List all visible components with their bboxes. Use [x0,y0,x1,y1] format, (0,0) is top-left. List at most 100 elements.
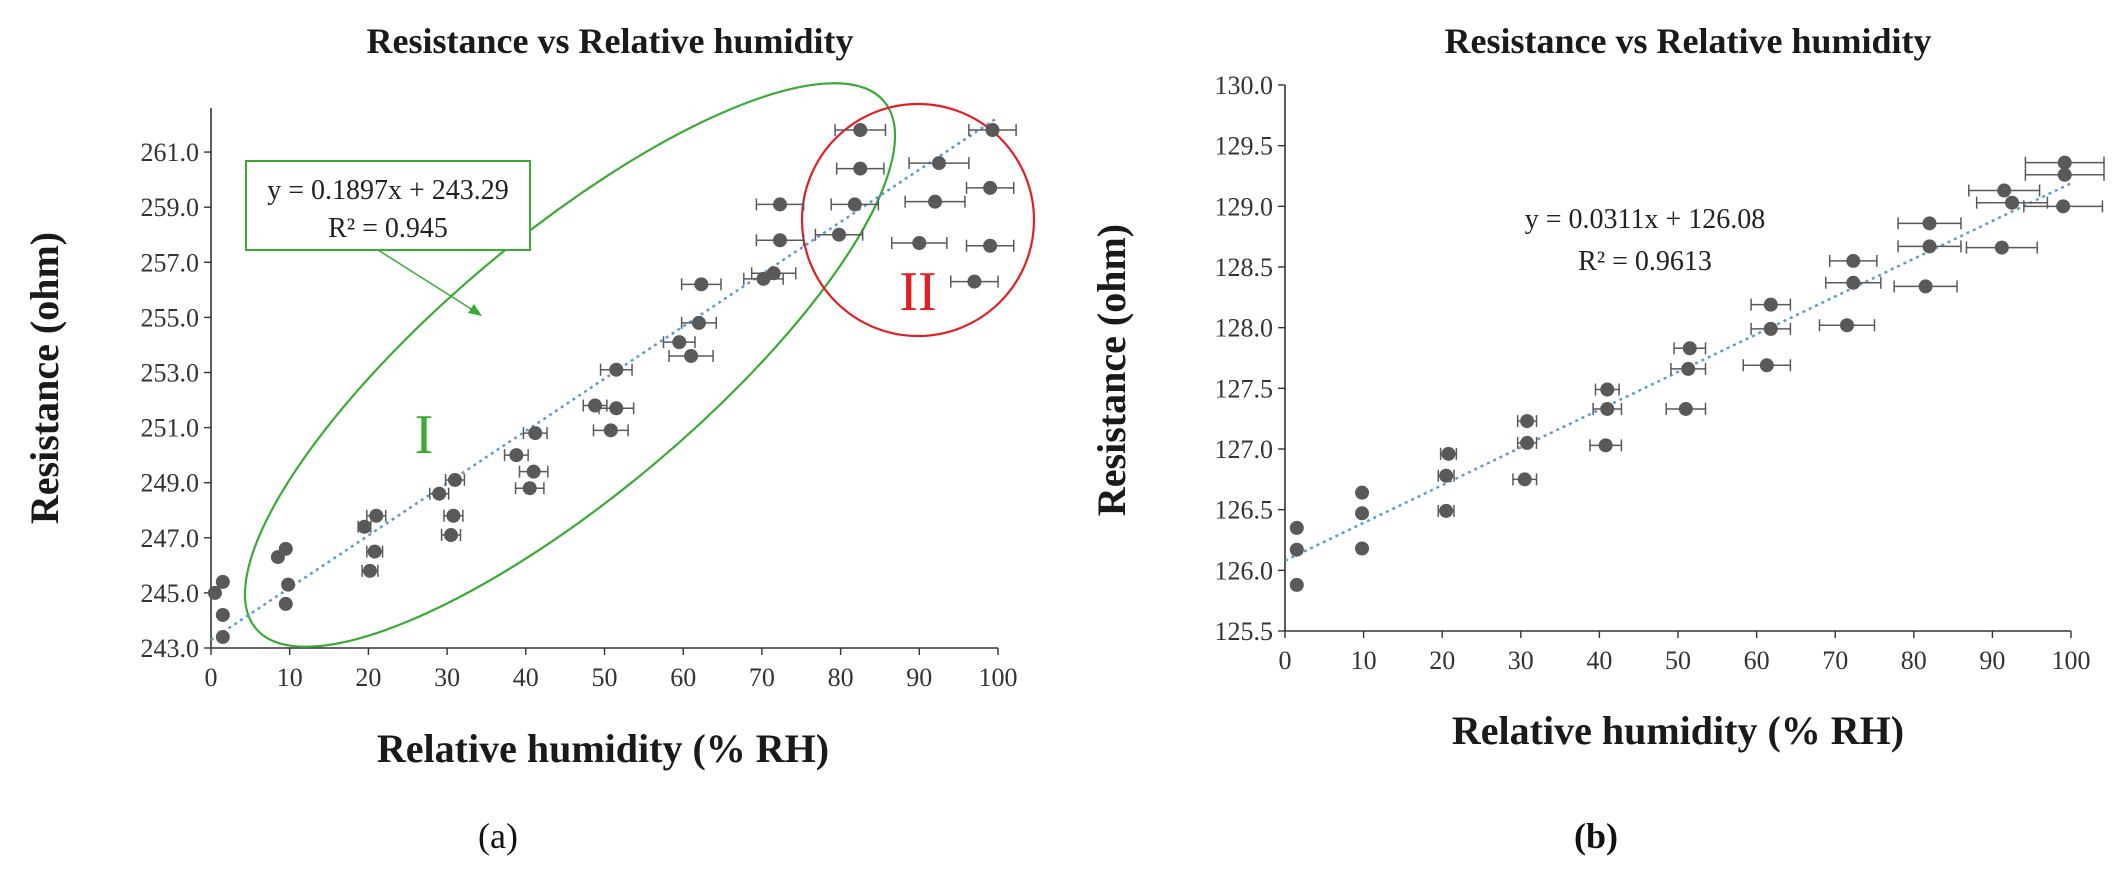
x-tick-label: 70 [749,663,775,692]
chart-b-points [1289,155,2105,592]
data-point [509,448,524,463]
data-point [1681,361,1696,376]
data-point [522,481,537,496]
chart-b-x-ticks: 0 10 20 30 40 50 60 70 80 90 100 [1279,631,2091,675]
data-point [1918,279,1933,294]
chart-b-y-ticks: 125.5 126.0 126.5 127.0 127.5 128.0 128.5 129.0… [1215,71,1285,646]
data-point [853,123,868,138]
x-tick-label: 60 [670,663,696,692]
data-point [1839,318,1854,333]
data-point [983,238,998,253]
x-tick-label: 20 [1429,646,1455,675]
data-point [1520,435,1535,450]
data-point [853,161,868,176]
data-point [367,544,382,559]
data-point [2005,195,2020,210]
data-point [1598,438,1613,453]
chart-a-equation: y = 0.1897x + 243.29 [267,175,509,206]
data-point [1759,358,1774,373]
chart-a: Resistance vs Relative humidity 243.0 245… [22,21,1036,856]
chart-b: Resistance vs Relative humidity 125.5 126… [1089,21,2105,856]
x-tick-label: 80 [828,663,854,692]
y-tick-label: 243.0 [141,634,200,663]
data-point [766,266,781,281]
panel-label-a: (a) [478,816,518,856]
data-point [773,197,788,212]
data-point [609,362,624,377]
data-point [1678,401,1693,416]
data-point [278,596,293,611]
y-tick-label: 126.5 [1215,496,1274,525]
data-point [912,236,927,250]
data-point [1682,341,1697,356]
data-point [928,194,943,209]
x-tick-label: 10 [277,663,303,692]
data-point [603,423,618,438]
y-tick-label: 126.0 [1215,556,1274,585]
data-point [215,607,230,622]
chart-a-x-label: Relative humidity (% RH) [377,726,829,771]
data-point [1846,253,1861,268]
y-tick-label: 261.0 [141,138,200,167]
x-tick-label: 100 [979,663,1018,692]
region-1-ellipse [243,82,897,648]
data-point [1994,240,2009,255]
data-point [756,271,771,286]
x-tick-label: 40 [1586,646,1612,675]
y-tick-label: 257.0 [141,248,200,277]
chart-a-r2: R² = 0.945 [328,213,448,244]
chart-a-points [207,123,1017,644]
data-point [1997,183,2012,198]
data-point [278,541,293,556]
chart-a-title: Resistance vs Relative humidity [367,21,854,61]
data-point [1355,506,1370,521]
x-tick-label: 20 [355,663,381,692]
panel-label-b: (b) [1574,816,1618,856]
data-point [983,180,998,195]
data-point [931,156,946,171]
y-tick-label: 128.0 [1215,314,1274,343]
chart-b-y-label: Resistance (ohm) [1089,224,1134,516]
x-tick-label: 100 [2052,646,2091,675]
chart-b-title: Resistance vs Relative humidity [1445,21,1932,61]
x-tick-label: 50 [1665,646,1691,675]
chart-b-equation: y = 0.0311x + 126.08 [1525,204,1766,235]
data-point [1600,382,1615,397]
data-point [1355,541,1370,556]
y-tick-label: 255.0 [141,303,200,332]
region-2-label: II [899,261,936,323]
y-tick-label: 127.0 [1215,435,1274,464]
data-point [528,426,543,441]
data-point [432,486,447,501]
chart-a-equation-pointer [377,249,477,313]
chart-a-y-label: Resistance (ohm) [22,232,67,524]
data-point [446,508,461,523]
data-point [588,398,603,413]
region-2-circle [800,102,1036,338]
data-point [526,464,541,479]
data-point [1922,239,1937,254]
chart-a-x-ticks: 0 10 20 30 40 50 60 70 80 90 100 [205,648,1018,692]
chart-a-y-ticks: 243.0 245.0 247.0 249.0 251.0 253.0 255.0 257.0… [141,138,211,663]
data-point [847,197,862,212]
data-point [1441,446,1456,461]
data-point [2057,155,2072,170]
y-tick-label: 251.0 [141,414,200,443]
data-point [773,233,788,248]
x-tick-label: 10 [1351,646,1377,675]
data-point [684,348,699,363]
data-point [215,574,230,589]
x-tick-label: 70 [1822,646,1848,675]
data-point [2056,199,2071,214]
trend-line [1284,182,2072,562]
data-point [691,315,706,330]
data-point [357,519,372,534]
data-point [1289,577,1304,592]
x-tick-label: 0 [1279,646,1292,675]
data-point [609,401,624,416]
data-point [1846,275,1861,290]
data-point [1439,503,1454,518]
data-point [444,528,459,543]
x-tick-label: 30 [1508,646,1534,675]
